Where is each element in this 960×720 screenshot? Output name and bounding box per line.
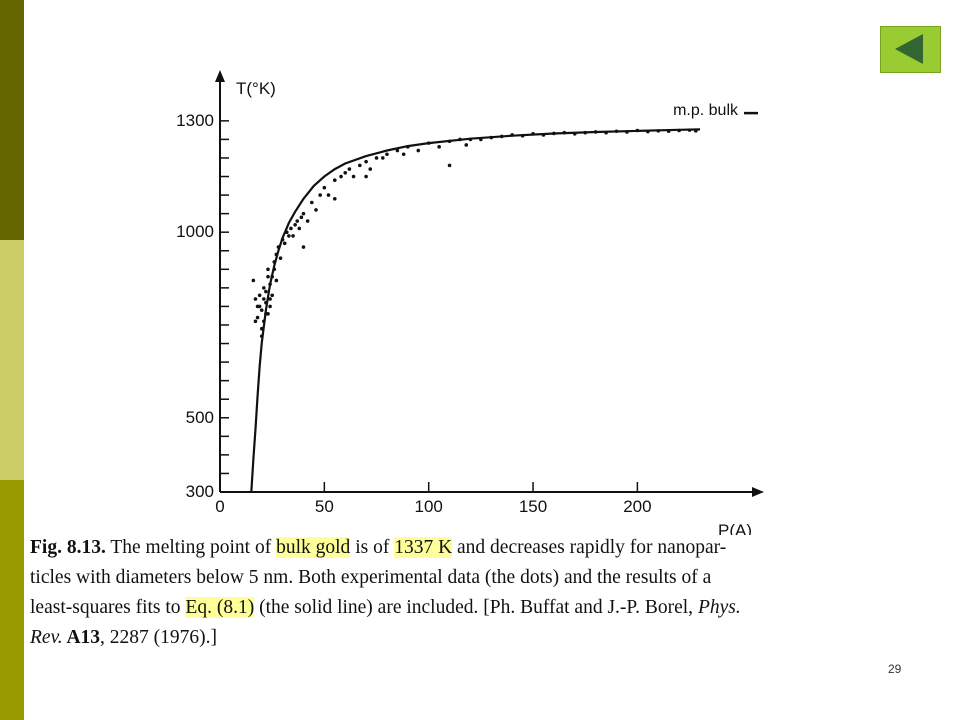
- data-point: [364, 159, 368, 164]
- data-point: [287, 234, 291, 238]
- caption-journal: Phys.: [697, 597, 741, 618]
- sidebar-band-middle: [0, 240, 24, 480]
- data-point: [270, 293, 274, 298]
- highlight-1337k: 1337 K: [394, 537, 453, 558]
- data-point: [299, 215, 304, 220]
- data-point: [318, 193, 322, 197]
- data-point: [257, 293, 262, 298]
- data-point: [447, 163, 452, 168]
- data-point: [253, 297, 258, 301]
- sidebar-band-bottom: [0, 480, 24, 720]
- data-point: [293, 222, 297, 227]
- data-point: [295, 219, 300, 223]
- caption-journal: Rev.: [30, 627, 63, 648]
- data-point: [262, 297, 266, 301]
- data-point: [374, 156, 379, 160]
- data-point: [305, 219, 310, 223]
- caption-text: and decreases rapidly for nanopar-: [452, 537, 727, 558]
- sidebar-band-top: [0, 0, 24, 240]
- data-point: [351, 174, 356, 179]
- y-tick-label: 300: [186, 482, 214, 501]
- caption-text: , 2287 (1976).]: [100, 627, 218, 648]
- figure-caption: Fig. 8.13. The melting point of bulk gol…: [30, 533, 910, 653]
- x-tick-label: 50: [315, 497, 334, 516]
- data-point: [310, 200, 314, 205]
- data-point: [253, 319, 258, 324]
- data-point: [262, 286, 266, 290]
- data-point: [416, 148, 421, 153]
- annotation-mp-bulk: m.p. bulk: [673, 102, 739, 119]
- data-point: [266, 267, 270, 272]
- data-point: [464, 143, 469, 147]
- caption-line-1: Fig. 8.13. The melting point of bulk gol…: [30, 533, 910, 563]
- data-point: [364, 174, 368, 179]
- triangle-left-icon: [895, 34, 923, 64]
- data-point: [368, 167, 373, 171]
- caption-text: (the solid line) are included. [Ph. Buff…: [254, 597, 698, 618]
- data-point: [264, 289, 268, 294]
- data-point: [268, 304, 272, 309]
- y-tick-label: 1000: [176, 222, 214, 241]
- data-point: [395, 148, 400, 153]
- x-tick-label: 200: [623, 497, 651, 516]
- caption-line-3: least-squares fits to Eq. (8.1) (the sol…: [30, 593, 910, 623]
- data-point: [314, 208, 318, 212]
- data-point: [255, 315, 260, 320]
- caption-line-4: Rev. A13, 2287 (1976).]: [30, 623, 910, 653]
- data-point: [274, 278, 279, 283]
- data-point: [380, 156, 385, 160]
- highlight-bulk-gold: bulk gold: [276, 537, 351, 558]
- back-button[interactable]: [880, 26, 941, 73]
- data-point: [297, 226, 302, 231]
- data-point: [301, 245, 306, 249]
- data-point: [332, 196, 337, 201]
- data-point: [401, 152, 406, 157]
- melting-point-chart: 300 500 1000 1300 0 50 100 150 200 T(°K) P(A) m.p. …: [176, 70, 764, 535]
- caption-volume: A13: [62, 627, 101, 648]
- data-point: [268, 297, 272, 301]
- data-point: [259, 308, 264, 312]
- x-tick-label: 150: [519, 497, 547, 516]
- data-point: [322, 185, 327, 190]
- x-axis-arrow: [752, 487, 764, 497]
- data-point: [266, 312, 270, 316]
- data-point: [437, 145, 441, 149]
- x-axis-label: P(A): [718, 521, 752, 535]
- data-point: [278, 256, 283, 260]
- x-tick-label: 0: [215, 497, 224, 516]
- caption-text: The melting point of: [105, 537, 277, 558]
- data-point: [289, 226, 293, 231]
- y-axis-label: T(°K): [236, 79, 276, 98]
- data-point: [385, 152, 389, 157]
- y-tick-label: 500: [186, 408, 214, 427]
- fit-line: [250, 128, 701, 493]
- x-tick-label: 100: [415, 497, 443, 516]
- data-point: [332, 178, 337, 183]
- caption-text: is of: [350, 537, 395, 558]
- data-point: [347, 167, 352, 171]
- data-point: [257, 304, 262, 309]
- y-tick-label: 1300: [176, 111, 214, 130]
- data-point: [291, 234, 295, 238]
- page-number: 29: [888, 662, 902, 676]
- data-point: [326, 193, 331, 197]
- data-point: [282, 241, 287, 246]
- caption-line-2: ticles with diameters below 5 nm. Both e…: [30, 567, 712, 588]
- data-point: [266, 274, 270, 279]
- caption-text: least-squares fits to: [30, 597, 186, 618]
- y-axis-arrow: [215, 70, 225, 82]
- data-point: [301, 211, 306, 216]
- highlight-eq-8-1: Eq. (8.1): [185, 597, 255, 618]
- data-point: [343, 171, 348, 175]
- data-point: [339, 174, 343, 179]
- data-point: [358, 163, 362, 168]
- data-point: [251, 278, 256, 283]
- caption-fig-label: Fig. 8.13.: [30, 537, 106, 558]
